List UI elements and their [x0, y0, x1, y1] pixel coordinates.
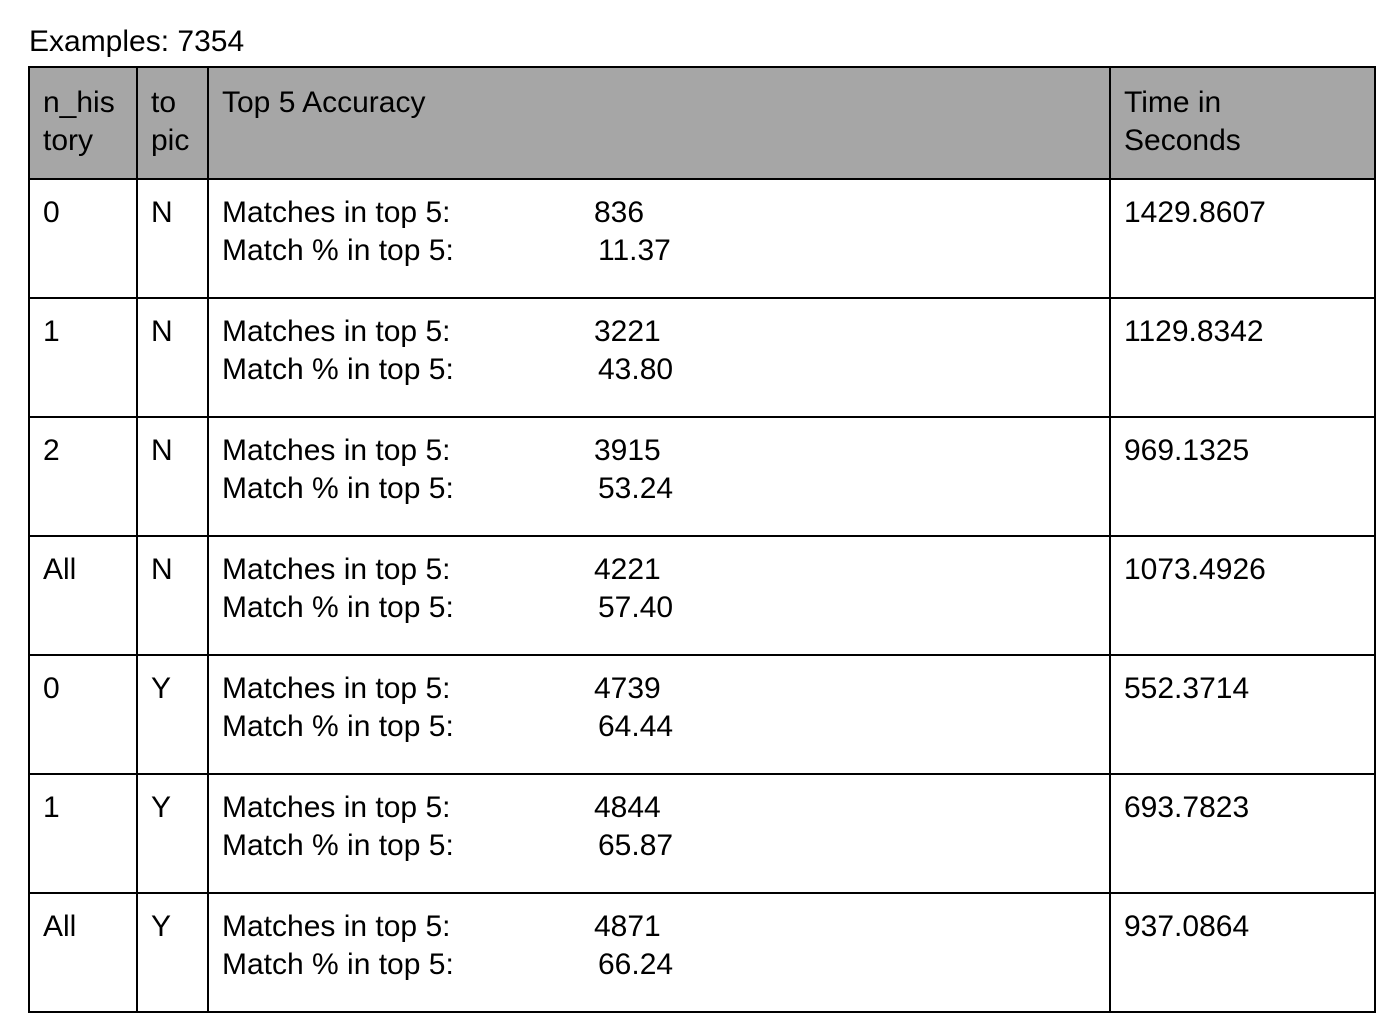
topic-cell: N	[136, 297, 209, 418]
percent-label: Match % in top 5:	[222, 472, 454, 505]
results-body: 0 N Matches in top 5: 836 Match % in top 5: 1…	[28, 178, 1376, 1013]
table-row: 0 Y Matches in top 5: 4739 Match % in top 5:…	[28, 654, 1376, 775]
matches-value: 836	[594, 196, 645, 229]
matches-line: Matches in top 5: 4739	[222, 670, 1097, 708]
percent-value: 53.24	[598, 472, 674, 505]
accuracy-cell: Matches in top 5: 4871 Match % in top 5: 66…	[207, 892, 1111, 1013]
topic-cell: N	[136, 535, 209, 656]
time-cell: 1073.4926	[1109, 535, 1376, 656]
matches-line: Matches in top 5: 836	[222, 194, 1097, 232]
matches-value: 4844	[594, 791, 661, 824]
n-history-cell: All	[28, 892, 138, 1013]
topic-cell: Y	[136, 654, 209, 775]
topic-cell: N	[136, 178, 209, 299]
header-topic: to pic	[136, 66, 209, 180]
table-row: All N Matches in top 5: 4221 Match % in top …	[28, 535, 1376, 656]
table-row: 2 N Matches in top 5: 3915 Match % in top 5:…	[28, 416, 1376, 537]
percent-line: Match % in top 5: 11.37	[222, 232, 1097, 270]
percent-value: 43.80	[598, 353, 674, 386]
time-cell: 693.7823	[1109, 773, 1376, 894]
header-row: n_his tory to pic Top 5 Accuracy Time in…	[28, 66, 1376, 180]
matches-value: 4871	[594, 910, 661, 943]
header-topic-line-1: to	[151, 86, 177, 119]
percent-line: Match % in top 5: 64.44	[222, 708, 1097, 746]
percent-value: 57.40	[598, 591, 674, 624]
header-accuracy: Top 5 Accuracy	[207, 66, 1111, 180]
percent-label: Match % in top 5:	[222, 829, 454, 862]
n-history-cell: All	[28, 535, 138, 656]
table-row: 1 Y Matches in top 5: 4844 Match % in top 5:…	[28, 773, 1376, 894]
matches-value: 3915	[594, 434, 661, 467]
percent-value: 66.24	[598, 948, 674, 981]
percent-line: Match % in top 5: 53.24	[222, 470, 1097, 508]
matches-line: Matches in top 5: 3915	[222, 432, 1097, 470]
header-topic-line-2: pic	[151, 124, 190, 157]
accuracy-cell: Matches in top 5: 3915 Match % in top 5: 53…	[207, 416, 1111, 537]
percent-value: 64.44	[598, 710, 674, 743]
accuracy-cell: Matches in top 5: 4221 Match % in top 5: 57…	[207, 535, 1111, 656]
matches-label: Matches in top 5:	[222, 434, 451, 467]
percent-label: Match % in top 5:	[222, 591, 454, 624]
n-history-cell: 1	[28, 773, 138, 894]
topic-cell: Y	[136, 892, 209, 1013]
matches-line: Matches in top 5: 3221	[222, 313, 1097, 351]
n-history-cell: 0	[28, 654, 138, 775]
n-history-cell: 2	[28, 416, 138, 537]
matches-label: Matches in top 5:	[222, 553, 451, 586]
time-cell: 1429.8607	[1109, 178, 1376, 299]
matches-value: 4739	[594, 672, 661, 705]
percent-value: 11.37	[598, 234, 671, 267]
time-cell: 937.0864	[1109, 892, 1376, 1013]
table-row: All Y Matches in top 5: 4871 Match % in top …	[28, 892, 1376, 1013]
table-row: 0 N Matches in top 5: 836 Match % in top 5: 1…	[28, 178, 1376, 299]
matches-value: 3221	[594, 315, 661, 348]
accuracy-cell: Matches in top 5: 836 Match % in top 5: 11.…	[207, 178, 1111, 299]
accuracy-cell: Matches in top 5: 4739 Match % in top 5: 64…	[207, 654, 1111, 775]
header-time: Time in Seconds	[1109, 66, 1376, 180]
percent-line: Match % in top 5: 43.80	[222, 351, 1097, 389]
percent-label: Match % in top 5:	[222, 353, 454, 386]
header-time-line-2: Seconds	[1124, 124, 1241, 157]
percent-line: Match % in top 5: 65.87	[222, 827, 1097, 865]
percent-value: 65.87	[598, 829, 674, 862]
percent-label: Match % in top 5:	[222, 710, 454, 743]
header-time-line-1: Time in	[1124, 86, 1222, 119]
matches-line: Matches in top 5: 4221	[222, 551, 1097, 589]
accuracy-cell: Matches in top 5: 4844 Match % in top 5: 65…	[207, 773, 1111, 894]
percent-label: Match % in top 5:	[222, 948, 454, 981]
time-cell: 552.3714	[1109, 654, 1376, 775]
percent-line: Match % in top 5: 66.24	[222, 946, 1097, 984]
time-cell: 1129.8342	[1109, 297, 1376, 418]
header-n-history: n_his tory	[28, 66, 138, 180]
topic-cell: N	[136, 416, 209, 537]
header-n-history-line-1: n_his	[43, 86, 115, 119]
n-history-cell: 1	[28, 297, 138, 418]
n-history-cell: 0	[28, 178, 138, 299]
accuracy-cell: Matches in top 5: 3221 Match % in top 5: 43…	[207, 297, 1111, 418]
percent-label: Match % in top 5:	[222, 234, 454, 267]
time-cell: 969.1325	[1109, 416, 1376, 537]
matches-value: 4221	[594, 553, 661, 586]
matches-label: Matches in top 5:	[222, 315, 451, 348]
matches-label: Matches in top 5:	[222, 791, 451, 824]
results-table: n_his tory to pic Top 5 Accuracy Time in…	[28, 66, 1376, 1013]
header-n-history-line-2: tory	[43, 124, 94, 157]
matches-label: Matches in top 5:	[222, 672, 451, 705]
topic-cell: Y	[136, 773, 209, 894]
matches-line: Matches in top 5: 4844	[222, 789, 1097, 827]
matches-label: Matches in top 5:	[222, 196, 451, 229]
percent-line: Match % in top 5: 57.40	[222, 589, 1097, 627]
examples-caption: Examples: 7354	[29, 25, 245, 58]
matches-label: Matches in top 5:	[222, 910, 451, 943]
matches-line: Matches in top 5: 4871	[222, 908, 1097, 946]
table-row: 1 N Matches in top 5: 3221 Match % in top 5:…	[28, 297, 1376, 418]
